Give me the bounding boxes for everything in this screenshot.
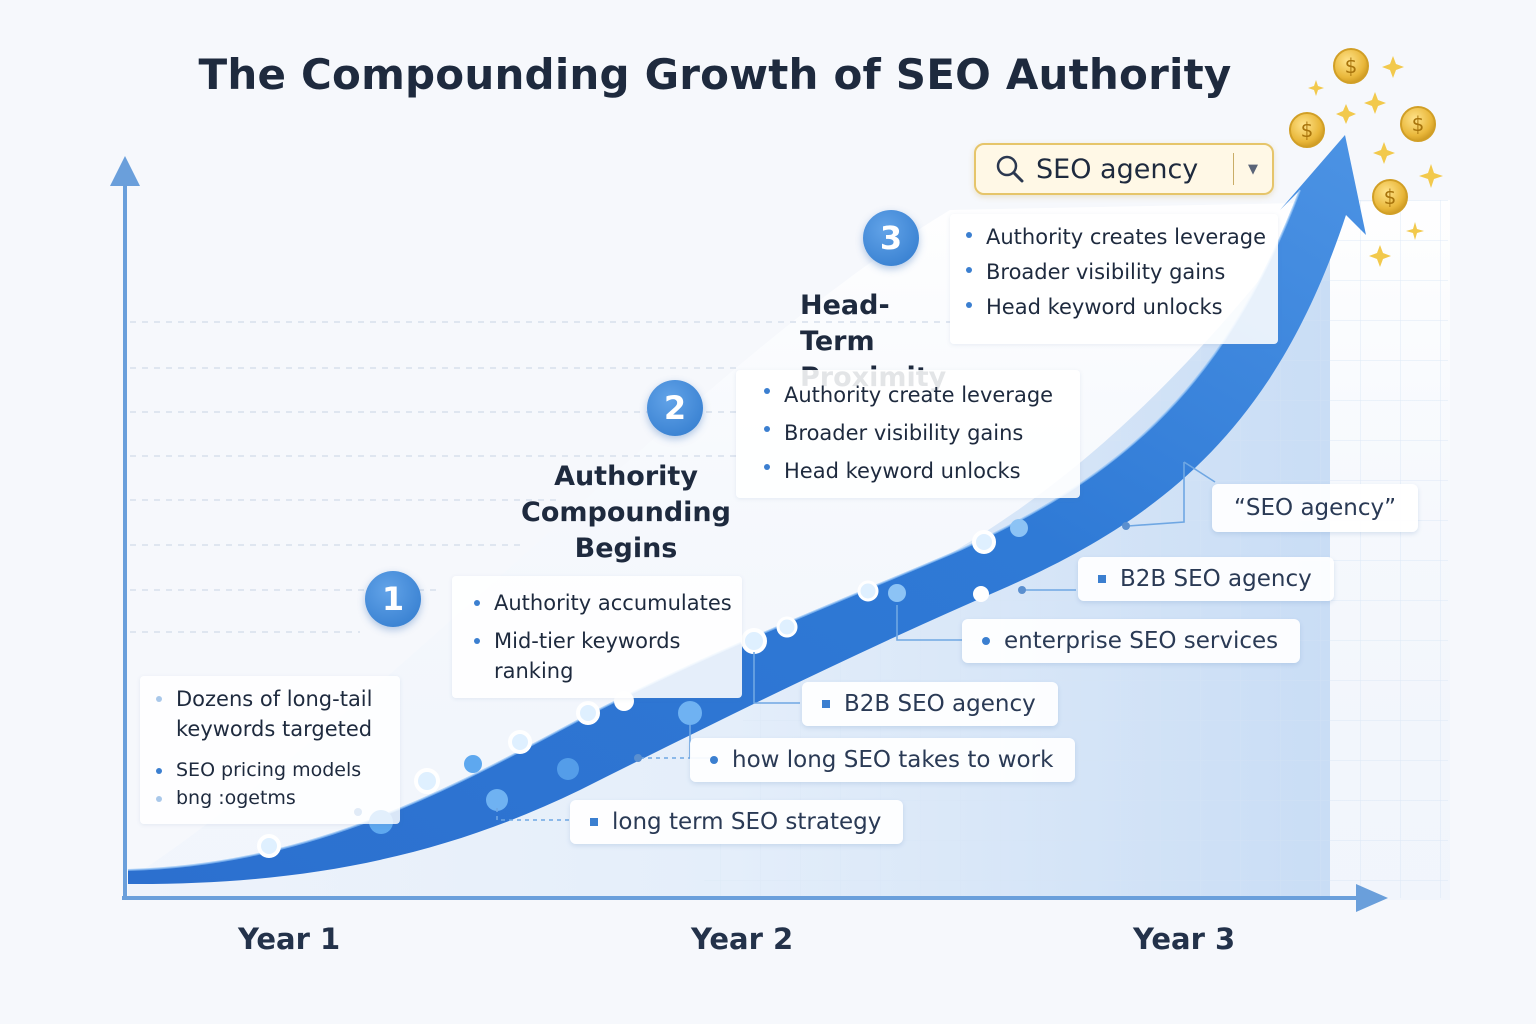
keyword-marker — [1098, 575, 1106, 583]
x-axis-label-year-2: Year 2 — [691, 922, 794, 956]
keyword-marker — [710, 756, 718, 764]
stage-2-bullet: Broader visibility gains — [762, 414, 1080, 452]
growth-curve-highlight — [127, 189, 1301, 871]
stage-1-bullets: Authority accumulates Mid-tier keywords … — [452, 576, 742, 698]
early-note: bng :ogetms — [154, 784, 400, 812]
keyword-text: “SEO agency” — [1234, 495, 1397, 521]
y-axis-arrow — [110, 156, 140, 186]
stage-3-bullets: Authority creates leverage Broader visib… — [950, 214, 1278, 344]
chevron-down-icon[interactable]: ▼ — [1248, 161, 1258, 177]
keyword-tag-head-term: “SEO agency” — [1212, 484, 1419, 532]
early-note: Dozens of long-tail keywords targeted — [154, 684, 388, 744]
svg-text:$: $ — [1412, 112, 1425, 136]
keyword-text: how long SEO takes to work — [732, 747, 1054, 773]
stage-2-bullet: Authority create leverage — [762, 376, 1080, 414]
x-axis-label-year-1: Year 1 — [238, 922, 341, 956]
svg-text:$: $ — [1384, 185, 1397, 209]
keyword-text: long term SEO strategy — [612, 809, 882, 835]
stage-1-bullet: Mid-tier keywords ranking — [472, 626, 694, 686]
sparkle-icon — [1308, 56, 1443, 267]
keyword-tag: long term SEO strategy — [570, 800, 904, 844]
stage-2-badge: 2 — [647, 380, 703, 436]
early-note: SEO pricing models — [154, 756, 400, 784]
keyword-tag: B2B SEO agency — [802, 682, 1058, 726]
page-title: The Compounding Growth of SEO Authority — [198, 50, 1232, 99]
keyword-tag: enterprise SEO services — [962, 619, 1301, 663]
stage-3-badge: 3 — [863, 210, 919, 266]
right-grid-panel — [1330, 200, 1448, 898]
keyword-marker — [590, 818, 598, 826]
keyword-text: B2B SEO agency — [1120, 566, 1312, 592]
milestone-dots — [257, 519, 1028, 858]
magnifier-icon — [996, 155, 1024, 183]
x-axis-label-year-3: Year 3 — [1133, 922, 1236, 956]
keyword-text: B2B SEO agency — [844, 691, 1036, 717]
dollar-coin-icon: $ $ $ $ — [1289, 48, 1436, 215]
keyword-text: enterprise SEO services — [1004, 628, 1279, 654]
stage-3-bullet: Authority creates leverage — [964, 220, 1278, 255]
stage-3-bullet: Head keyword unlocks — [964, 290, 1278, 325]
search-box[interactable]: SEO agency ▼ — [974, 143, 1274, 195]
stage-1-badge: 1 — [365, 571, 421, 627]
stage-2-label: Authority Compounding Begins — [521, 461, 731, 564]
search-query[interactable]: SEO agency — [1036, 153, 1199, 185]
early-notes: Dozens of long-tail keywords targeted SE… — [140, 676, 400, 824]
stage-3-bullet: Broader visibility gains — [964, 255, 1278, 290]
stage-2-bullet: Head keyword unlocks — [762, 452, 1080, 490]
guide-lines — [130, 321, 950, 633]
keyword-tag: B2B SEO agency — [1078, 557, 1334, 601]
keyword-tag: how long SEO takes to work — [690, 738, 1076, 782]
svg-text:$: $ — [1301, 118, 1314, 142]
search-divider — [1233, 153, 1234, 185]
keyword-marker — [822, 700, 830, 708]
growth-curve-ribbon — [128, 135, 1366, 885]
stage-2-bullets: Authority create leverage Broader visibi… — [736, 370, 1080, 498]
keyword-marker — [982, 637, 990, 645]
stage-1-bullet: Authority accumulates — [472, 588, 742, 618]
x-axis-arrow — [1356, 884, 1388, 912]
svg-text:$: $ — [1345, 54, 1358, 78]
